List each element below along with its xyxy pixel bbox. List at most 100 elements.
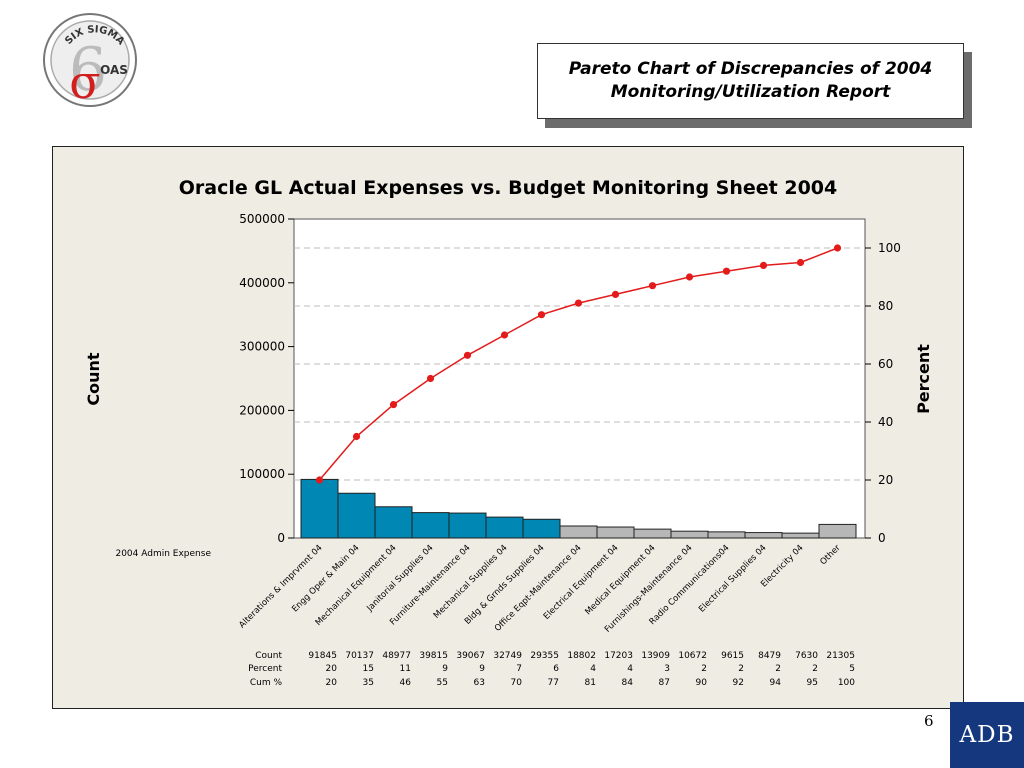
- chart-title: Oracle GL Actual Expenses vs. Budget Mon…: [179, 177, 837, 199]
- logo-side-text: OAS: [100, 63, 128, 77]
- table-cell-percent: 6: [553, 664, 559, 674]
- table-cell-cum: 84: [622, 678, 634, 688]
- cumulative-point: [315, 476, 324, 484]
- table-cell-cum: 94: [770, 678, 782, 688]
- table-cell-cum: 87: [659, 678, 670, 688]
- cumulative-point: [648, 282, 657, 290]
- cumulative-point: [389, 401, 398, 409]
- slide-title: Pareto Chart of Discrepancies of 2004 Mo…: [568, 59, 933, 102]
- table-cell-percent: 7: [516, 664, 522, 674]
- table-cell-cum: 70: [511, 678, 523, 688]
- category-label: Other: [818, 543, 842, 567]
- bar: [374, 506, 413, 539]
- pareto-chart: 0 100000 200000 300000 400000 500000 0 20 40 60 80…: [84, 177, 933, 688]
- table-cell-cum: 92: [733, 678, 744, 688]
- table-cell-count: 10672: [678, 651, 707, 661]
- table-cell-percent: 9: [479, 664, 485, 674]
- table-cell-percent: 4: [627, 664, 633, 674]
- table-cell-count: 39815: [419, 651, 448, 661]
- y-tick-label: 0: [277, 531, 285, 545]
- bar: [411, 512, 450, 539]
- y-tick-label: 500000: [239, 212, 285, 226]
- cumulative-point: [759, 261, 768, 269]
- cumulative-point: [463, 351, 472, 359]
- cumulative-point: [685, 273, 694, 281]
- table-cell-percent: 4: [590, 664, 596, 674]
- page-number: 6: [924, 712, 934, 730]
- table-cell-count: 70137: [345, 651, 374, 661]
- table-cell-cum: 81: [585, 678, 596, 688]
- bar: [596, 526, 635, 539]
- bar: [485, 516, 524, 539]
- x-axis-name: 2004 Admin Expense: [115, 549, 211, 559]
- table-cell-percent: 11: [400, 664, 411, 674]
- bar: [448, 512, 487, 539]
- table-cell-percent: 2: [812, 664, 818, 674]
- category-label: Mechanical Supplies 04: [432, 543, 510, 621]
- cumulative-point: [537, 311, 546, 319]
- cumulative-point: [426, 374, 435, 383]
- table-cell-count: 39067: [456, 651, 485, 661]
- y2-tick-label: 0: [878, 531, 886, 545]
- bar: [744, 532, 783, 539]
- table-row-label-count: Count: [255, 651, 282, 661]
- adb-logo: ADB: [950, 702, 1024, 768]
- y2-tick-label: 60: [878, 357, 893, 371]
- table-cell-count: 17203: [604, 651, 633, 661]
- bar: [300, 478, 339, 539]
- table-cell-cum: 63: [474, 678, 485, 688]
- table-cell-count: 21305: [826, 651, 855, 661]
- category-label: Janitorial Supplies 04: [364, 543, 435, 614]
- table-cell-cum: 20: [326, 678, 338, 688]
- table-cell-count: 9615: [721, 651, 744, 661]
- table-cell-cum: 100: [838, 678, 855, 688]
- y2-tick-label: 40: [878, 415, 893, 429]
- slide-title-box: Pareto Chart of Discrepancies of 2004 Mo…: [537, 43, 964, 119]
- table-cell-percent: 15: [363, 664, 374, 674]
- y-tick-label: 100000: [239, 467, 285, 481]
- table-cell-cum: 46: [400, 678, 412, 688]
- table-cell-count: 29355: [530, 651, 559, 661]
- table-cell-percent: 3: [664, 664, 670, 674]
- table-row-label-percent: Percent: [248, 664, 282, 674]
- table-cell-count: 18802: [567, 651, 596, 661]
- y2-tick-label: 20: [878, 473, 893, 487]
- bar: [633, 528, 672, 539]
- table-cell-percent: 2: [701, 664, 707, 674]
- table-row-label-cum: Cum %: [250, 678, 283, 688]
- bar: [559, 525, 598, 539]
- bar: [670, 530, 709, 539]
- table-cell-count: 13909: [641, 651, 670, 661]
- cumulative-point: [500, 331, 509, 339]
- table-cell-cum: 55: [437, 678, 448, 688]
- y-tick-label: 200000: [239, 403, 285, 417]
- table-cell-percent: 20: [326, 664, 338, 674]
- cumulative-point: [352, 432, 361, 441]
- table-cell-percent: 2: [738, 664, 744, 674]
- bar: [337, 492, 376, 539]
- y2-axis-title: Percent: [914, 344, 933, 414]
- y2-tick-label: 80: [878, 299, 893, 313]
- cumulative-point: [611, 290, 620, 298]
- table-cell-percent: 9: [442, 664, 448, 674]
- bar: [818, 523, 857, 539]
- bar: [522, 518, 561, 539]
- table-cell-percent: 2: [775, 664, 781, 674]
- y-tick-label: 400000: [239, 276, 285, 290]
- table-cell-count: 48977: [382, 651, 411, 661]
- cumulative-point: [833, 244, 842, 252]
- bar: [781, 532, 820, 539]
- y2-tick-label: 100: [878, 241, 901, 255]
- table-cell-cum: 95: [807, 678, 818, 688]
- table-cell-count: 8479: [758, 651, 781, 661]
- table-cell-cum: 35: [363, 678, 374, 688]
- category-label: Engg Oper & Main 04: [290, 543, 361, 614]
- table-cell-count: 7630: [795, 651, 818, 661]
- table-cell-cum: 90: [696, 678, 708, 688]
- table-cell-count: 32749: [493, 651, 522, 661]
- category-label: Electrical Supplies 04: [697, 543, 769, 615]
- table-cell-cum: 77: [548, 678, 559, 688]
- plot-area: [293, 218, 866, 539]
- logo-six-glyph: 6: [69, 35, 107, 105]
- category-label: Electrical Equipment 04: [542, 543, 621, 622]
